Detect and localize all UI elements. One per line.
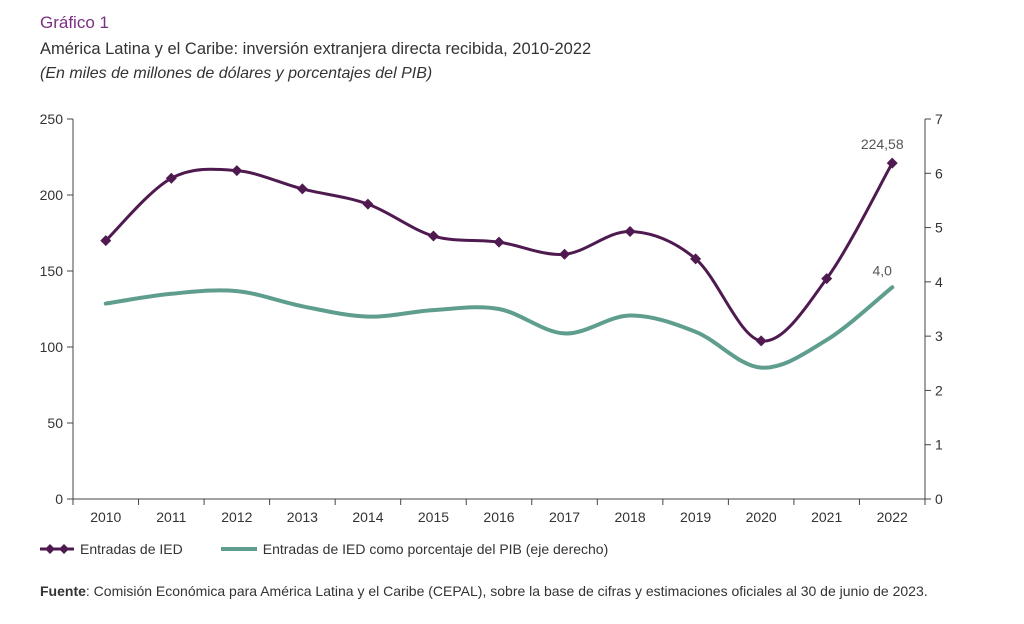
source-label: Fuente xyxy=(40,583,86,599)
left-tick-label: 150 xyxy=(40,263,64,279)
data-point-ied xyxy=(755,335,767,347)
x-tick-label: 2015 xyxy=(418,509,449,525)
data-point-ied xyxy=(427,230,439,242)
right-tick-label: 4 xyxy=(935,274,943,290)
x-tick-label: 2014 xyxy=(352,509,383,525)
legend-label-ied: Entradas de IED xyxy=(80,541,183,557)
data-label: 224,58 xyxy=(861,136,904,152)
data-point-ied xyxy=(100,235,112,247)
series-line-pib xyxy=(103,285,895,370)
right-tick-label: 0 xyxy=(935,491,943,507)
x-tick-label: 2010 xyxy=(90,509,121,525)
chart-title: América Latina y el Caribe: inversión ex… xyxy=(40,40,592,58)
x-tick-label: 2011 xyxy=(156,509,186,525)
right-tick-label: 7 xyxy=(935,111,943,127)
x-tick-label: 2020 xyxy=(746,509,777,525)
x-tick-label: 2018 xyxy=(614,509,645,525)
right-tick-label: 3 xyxy=(935,328,943,344)
x-tick-label: 2022 xyxy=(877,509,908,525)
legend-swatch-pib xyxy=(220,547,257,551)
right-tick-label: 1 xyxy=(935,437,943,453)
right-tick-label: 5 xyxy=(935,220,943,236)
x-tick-label: 2021 xyxy=(811,509,842,525)
data-point-ied xyxy=(362,198,374,210)
legend-swatch-ied xyxy=(40,544,74,554)
data-point-ied xyxy=(296,183,308,195)
series-line-ied xyxy=(104,161,894,343)
data-point-ied xyxy=(559,248,571,260)
left-tick-label: 250 xyxy=(40,111,64,127)
data-point-ied xyxy=(821,273,833,285)
x-tick-label: 2016 xyxy=(483,509,514,525)
line-chart: 0 50 100 150 200 250 0 1 2 3 4 5 6 7 2010 2011 2012 2013 2… xyxy=(40,111,943,525)
source-note: Fuente: Comisión Económica para América … xyxy=(40,582,970,601)
x-tick-label: 2019 xyxy=(680,509,711,525)
left-tick-label: 200 xyxy=(40,187,64,203)
figure-label: Gráfico 1 xyxy=(40,13,109,32)
chart-subtitle: (En miles de millones de dólares y porce… xyxy=(40,65,433,82)
legend: Entradas de IED Entradas de IED como por… xyxy=(40,541,646,557)
right-tick-label: 2 xyxy=(935,382,943,398)
legend-item-ied: Entradas de IED xyxy=(40,541,183,557)
data-point-ied xyxy=(165,172,177,184)
legend-item-pib: Entradas de IED como porcentaje del PIB … xyxy=(220,541,609,557)
left-tick-label: 100 xyxy=(40,339,64,355)
source-text: : Comisión Económica para América Latina… xyxy=(85,583,928,599)
left-tick-label: 50 xyxy=(47,415,63,431)
data-point-ied xyxy=(886,157,898,169)
data-point-ied xyxy=(690,253,702,265)
legend-label-pib: Entradas de IED como porcentaje del PIB … xyxy=(262,541,609,557)
left-tick-label: 0 xyxy=(55,491,63,507)
x-tick-label: 2013 xyxy=(287,509,318,525)
right-tick-label: 6 xyxy=(935,165,943,181)
data-point-ied xyxy=(231,165,243,177)
x-tick-label: 2017 xyxy=(549,509,580,525)
x-tick-label: 2012 xyxy=(221,509,252,525)
data-point-ied xyxy=(624,225,636,237)
data-point-ied xyxy=(493,236,505,248)
data-label: 4,0 xyxy=(872,262,892,278)
